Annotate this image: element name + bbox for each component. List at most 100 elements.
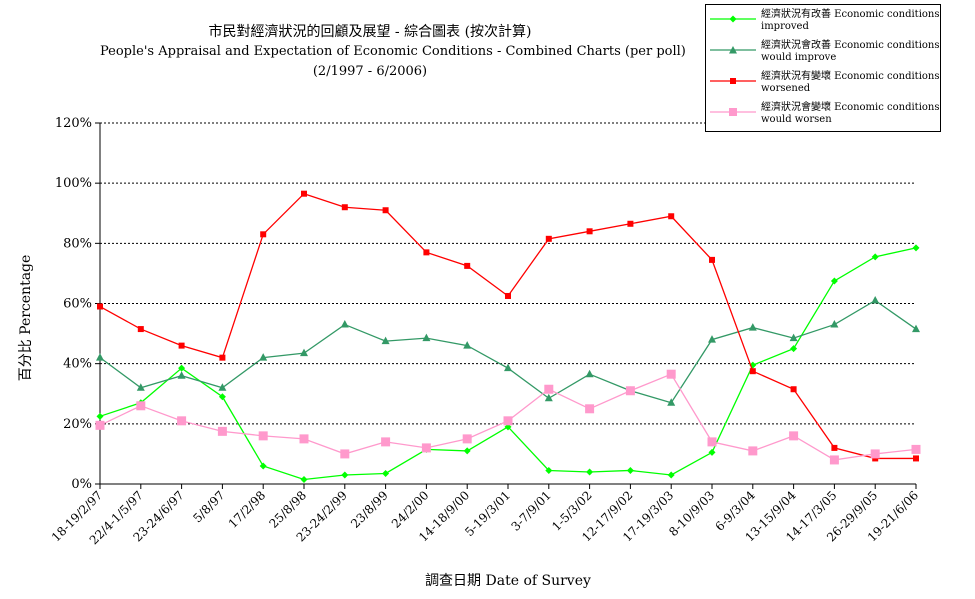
data-point xyxy=(545,466,553,474)
data-point xyxy=(708,335,716,343)
data-point xyxy=(586,468,594,476)
data-point xyxy=(463,341,472,349)
data-point xyxy=(912,244,920,252)
data-point xyxy=(382,207,389,214)
data-point xyxy=(382,469,390,477)
data-point xyxy=(421,443,431,453)
legend-label-would-worsen-2: would worsen xyxy=(761,114,832,125)
y-tick-label: 0% xyxy=(71,477,92,492)
legend-label-would-improve-1: 經濟狀況會改善 Economic conditions xyxy=(761,40,940,51)
data-point xyxy=(340,320,349,328)
data-point xyxy=(585,369,594,378)
x-axis-label: 調查日期 Date of Survey xyxy=(425,573,591,589)
chart-subtitle: People's Appraisal and Expectation of Ec… xyxy=(100,44,686,59)
data-point xyxy=(259,353,268,361)
data-point xyxy=(177,371,186,379)
data-point xyxy=(667,471,675,479)
data-point xyxy=(789,431,799,441)
chart-title-block: 市民對經濟狀況的回顧及展望 - 綜合圖表 (按次計算) People's App… xyxy=(100,22,686,82)
x-tick-label: 5/8/97 xyxy=(190,488,227,525)
data-point xyxy=(586,228,593,235)
data-point xyxy=(544,384,554,394)
data-point xyxy=(789,333,798,342)
legend-swatch-would-worsen xyxy=(710,108,756,116)
data-point xyxy=(217,426,227,436)
data-point xyxy=(912,324,920,333)
x-tick-label: 3-7/9/01 xyxy=(508,488,553,533)
legend-label-improved-1: 經濟狀況有改善 Economic conditions xyxy=(761,9,940,20)
legend-item-improved: 經濟狀況有改善 Economic conditions improved xyxy=(706,9,940,40)
legend-item-worsened: 經濟狀況有變壞 Economic conditions worsened xyxy=(706,71,940,102)
data-point xyxy=(707,437,717,447)
data-point xyxy=(748,323,757,331)
data-point xyxy=(708,448,716,456)
data-point xyxy=(258,431,268,441)
data-point xyxy=(871,295,880,304)
data-point xyxy=(423,249,430,256)
data-point xyxy=(218,383,227,391)
data-point xyxy=(913,455,919,462)
data-point xyxy=(831,444,838,451)
data-point xyxy=(872,455,879,462)
data-point xyxy=(219,354,226,361)
data-point xyxy=(911,444,921,454)
legend: 經濟狀況有改善 Economic conditions improved 經濟狀… xyxy=(705,4,941,132)
data-point xyxy=(300,348,308,357)
data-point xyxy=(505,292,511,299)
data-point xyxy=(790,345,798,353)
data-point xyxy=(97,303,103,310)
series-group xyxy=(95,190,921,483)
data-point xyxy=(870,449,880,459)
data-point xyxy=(544,393,553,402)
data-point xyxy=(626,466,634,474)
data-point xyxy=(300,475,308,483)
data-point xyxy=(340,449,350,459)
data-point xyxy=(381,437,391,447)
data-point xyxy=(625,386,635,396)
legend-swatch-improved xyxy=(710,15,756,23)
data-point xyxy=(585,404,595,414)
data-point xyxy=(504,363,512,372)
data-point xyxy=(830,320,839,328)
series-1 xyxy=(96,295,920,406)
data-point xyxy=(668,213,675,220)
data-point xyxy=(545,235,552,242)
data-point xyxy=(627,220,634,227)
series-2 xyxy=(97,190,919,462)
y-axis-label: 百分比 Percentage xyxy=(18,255,34,382)
legend-label-worsened-1: 經濟狀況有變壞 Economic conditions xyxy=(761,71,940,82)
y-tick-label: 20% xyxy=(63,417,92,432)
data-point xyxy=(871,253,879,261)
legend-label-improved-2: improved xyxy=(761,21,809,32)
data-point xyxy=(381,336,390,345)
series-3 xyxy=(95,369,921,465)
chart-title: 市民對經濟狀況的回顧及展望 - 綜合圖表 (按次計算) xyxy=(208,24,532,40)
x-tick-label: 23/8/99 xyxy=(348,488,391,531)
y-tick-labels: 0% 20% 40% 60% 80% 100% 120% xyxy=(55,116,92,492)
data-point xyxy=(341,204,348,211)
legend-label-worsened-2: worsened xyxy=(761,83,811,94)
data-point xyxy=(830,277,838,285)
data-point xyxy=(137,326,144,333)
data-point xyxy=(709,256,715,263)
data-point xyxy=(218,393,226,401)
y-tick-label: 80% xyxy=(63,236,92,251)
data-point xyxy=(301,190,307,197)
data-point xyxy=(95,420,105,430)
data-point xyxy=(136,401,146,411)
data-point xyxy=(178,342,185,349)
data-point xyxy=(462,434,472,444)
legend-swatch-would-improve xyxy=(710,46,756,54)
data-point xyxy=(667,398,676,406)
legend-item-would-improve: 經濟狀況會改善 Economic conditions would improv… xyxy=(706,40,940,71)
data-point xyxy=(422,333,431,342)
data-point xyxy=(748,446,758,456)
data-point xyxy=(790,386,797,393)
data-point xyxy=(464,262,471,269)
data-point xyxy=(259,462,267,470)
data-point xyxy=(463,447,471,455)
data-point xyxy=(96,353,104,361)
data-point xyxy=(749,368,756,375)
data-point xyxy=(177,416,187,426)
